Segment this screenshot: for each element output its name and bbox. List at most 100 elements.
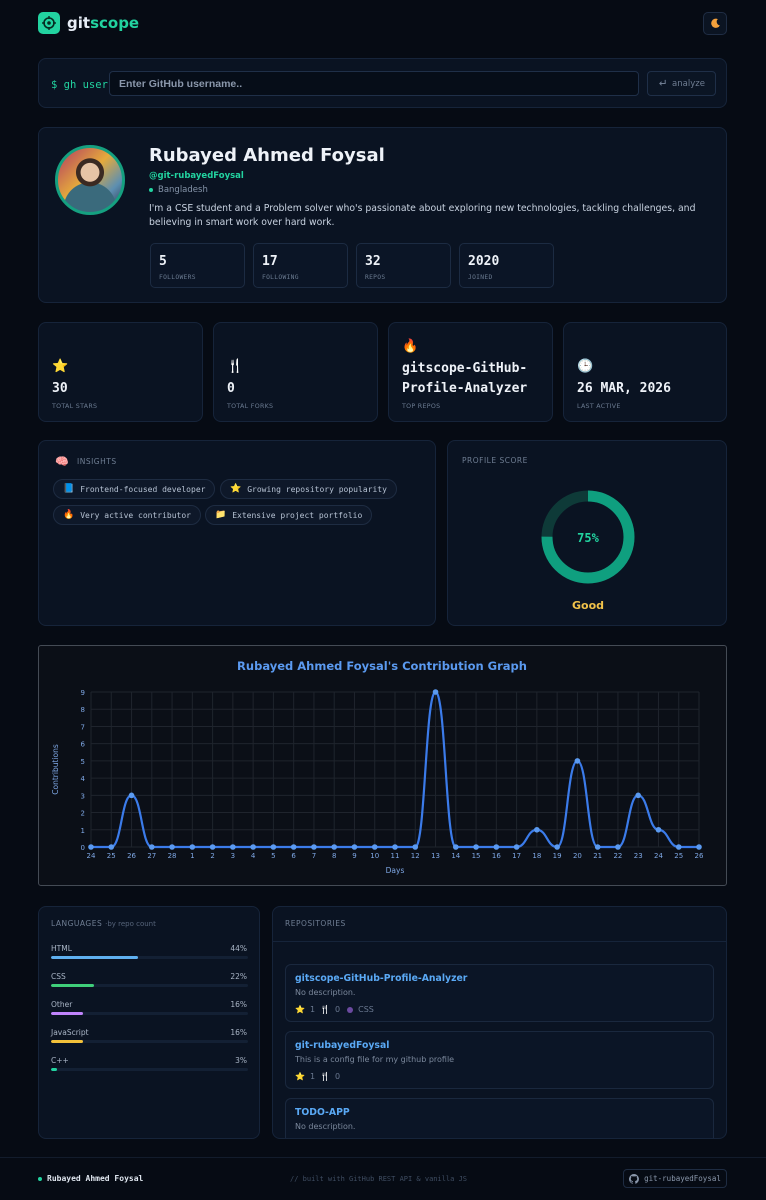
contribution-point bbox=[149, 844, 155, 850]
y-tick-label: 9 bbox=[81, 689, 85, 697]
contribution-point bbox=[108, 844, 115, 850]
top-repo-card: 🔥 gitscope-GitHub- Profile-Analyzer TOP R… bbox=[388, 322, 553, 422]
footer-divider bbox=[0, 1157, 766, 1158]
repo-name[interactable]: gitscope-GitHub-Profile-Analyzer bbox=[295, 973, 468, 984]
languages-card: LANGUAGES ·by repo count HTML 44% CSS 22% Ot… bbox=[38, 906, 260, 1139]
search-bar: $ gh user analyze bbox=[38, 58, 727, 108]
language-percent: 3% bbox=[235, 1056, 247, 1065]
repo-name[interactable]: git-rubayedFoysal bbox=[295, 1040, 390, 1051]
language-bar-track bbox=[51, 1068, 248, 1071]
contribution-point bbox=[270, 844, 277, 850]
x-tick-label: 19 bbox=[553, 852, 562, 860]
x-tick-label: 3 bbox=[231, 852, 235, 860]
repositories-divider bbox=[273, 941, 726, 942]
x-axis-label: Days bbox=[386, 866, 405, 875]
repo-card[interactable]: TODO-APP No description. bbox=[285, 1098, 714, 1138]
repo-card[interactable]: git-rubayedFoysal This is a config file … bbox=[285, 1031, 714, 1089]
repo-name[interactable]: TODO-APP bbox=[295, 1107, 350, 1118]
target-icon bbox=[38, 12, 60, 34]
x-tick-label: 10 bbox=[370, 852, 379, 860]
languages-header: LANGUAGES ·by repo count bbox=[51, 919, 156, 928]
fork-knife-icon: 🍴 bbox=[227, 359, 244, 374]
y-tick-label: 7 bbox=[81, 723, 85, 731]
theme-toggle-button[interactable] bbox=[703, 12, 727, 35]
insights-card: 🧠 INSIGHTS 📘 Frontend-focused developer ⭐… bbox=[38, 440, 436, 626]
contribution-point bbox=[432, 689, 439, 695]
repositories-title: REPOSITORIES bbox=[285, 919, 346, 928]
analyze-button[interactable]: analyze bbox=[647, 71, 716, 96]
x-tick-label: 17 bbox=[512, 852, 521, 860]
top-repo-value[interactable]: gitscope-GitHub- Profile-Analyzer bbox=[402, 361, 528, 396]
y-tick-label: 5 bbox=[81, 758, 85, 766]
footer-tagline: // built with GitHub REST API & vanilla … bbox=[290, 1175, 468, 1183]
insights-title: INSIGHTS bbox=[77, 457, 117, 466]
stat-followers: 5 FOLLOWERS bbox=[150, 243, 245, 288]
language-bar-fill bbox=[51, 956, 138, 959]
x-tick-label: 25 bbox=[674, 852, 683, 860]
repo-card[interactable]: gitscope-GitHub-Profile-Analyzer No desc… bbox=[285, 964, 714, 1022]
repo-meta: ⭐ 1 🍴 0 bbox=[295, 1072, 341, 1081]
github-icon bbox=[629, 1173, 639, 1184]
stat-joined: 2020 JOINED bbox=[459, 243, 554, 288]
contribution-point bbox=[189, 844, 196, 850]
app-title: gitscope bbox=[67, 14, 140, 32]
language-percent: 22% bbox=[230, 972, 247, 981]
contribution-point bbox=[290, 844, 297, 850]
contribution-chart: Rubayed Ahmed Foysal's Contribution Grap… bbox=[38, 645, 727, 886]
language-bar-fill bbox=[51, 984, 95, 987]
moon-icon bbox=[710, 18, 720, 28]
fork-knife-icon: 🍴 bbox=[320, 1072, 331, 1081]
y-tick-label: 4 bbox=[81, 775, 86, 783]
insight-chip: ⭐ Growing repository popularity bbox=[220, 479, 397, 499]
x-tick-label: 26 bbox=[695, 852, 704, 860]
last-active-card: 🕒 26 MAR, 2026 LAST ACTIVE bbox=[563, 322, 727, 422]
x-tick-label: 28 bbox=[168, 852, 177, 860]
y-tick-label: 0 bbox=[81, 844, 85, 852]
x-tick-label: 24 bbox=[87, 852, 96, 860]
x-tick-label: 5 bbox=[271, 852, 275, 860]
stat-repos: 32 REPOS bbox=[356, 243, 451, 288]
x-tick-label: 27 bbox=[147, 852, 156, 860]
total-stars-label: TOTAL STARS bbox=[52, 403, 98, 410]
contribution-point bbox=[250, 844, 256, 850]
language-bar-track bbox=[51, 1040, 248, 1043]
language-bar-track bbox=[51, 956, 248, 959]
contribution-point bbox=[412, 844, 419, 850]
contribution-point bbox=[331, 844, 338, 850]
contribution-point bbox=[371, 844, 378, 850]
username-input[interactable] bbox=[109, 71, 639, 96]
book-icon: 📘 bbox=[63, 484, 75, 494]
fork-knife-icon: 🍴 bbox=[320, 1005, 331, 1014]
footer-github-link[interactable]: git-rubayedFoysal bbox=[623, 1169, 727, 1188]
score-value: 75% bbox=[577, 531, 599, 545]
contribution-point bbox=[209, 844, 216, 850]
y-tick-label: 8 bbox=[81, 706, 85, 714]
insight-chip: 📁 Extensive project portfolio bbox=[205, 505, 373, 525]
profile-handle[interactable]: @git-rubayedFoysal bbox=[149, 171, 244, 181]
star-icon: ⭐ bbox=[295, 1072, 305, 1081]
contribution-point bbox=[615, 844, 621, 850]
contribution-point bbox=[635, 792, 641, 799]
x-tick-label: 7 bbox=[312, 852, 316, 860]
x-tick-label: 20 bbox=[573, 852, 582, 860]
score-grade: Good bbox=[571, 599, 605, 612]
y-tick-label: 2 bbox=[81, 810, 85, 818]
language-bar-fill bbox=[51, 1040, 83, 1043]
language-percent: 16% bbox=[230, 1000, 247, 1009]
contribution-chart-svg: Rubayed Ahmed Foysal's Contribution Grap… bbox=[51, 659, 704, 875]
contribution-point bbox=[513, 844, 520, 850]
profile-location: Bangladesh bbox=[149, 185, 208, 195]
profile-score-title: PROFILE SCORE bbox=[462, 456, 528, 465]
x-tick-label: 21 bbox=[593, 852, 602, 860]
app-logo[interactable]: gitscope bbox=[38, 12, 139, 34]
x-tick-label: 11 bbox=[391, 852, 400, 860]
profile-name: Rubayed Ahmed Foysal bbox=[149, 145, 385, 166]
contribution-point bbox=[696, 844, 702, 850]
total-stars-value: 30 bbox=[52, 381, 68, 396]
x-tick-label: 18 bbox=[532, 852, 541, 860]
total-forks-value: 0 bbox=[227, 381, 235, 396]
x-tick-label: 25 bbox=[107, 852, 116, 860]
search-prompt: $ gh user bbox=[51, 79, 108, 91]
score-ring: 75% bbox=[541, 490, 635, 584]
profile-card: Rubayed Ahmed Foysal @git-rubayedFoysal … bbox=[38, 127, 727, 303]
